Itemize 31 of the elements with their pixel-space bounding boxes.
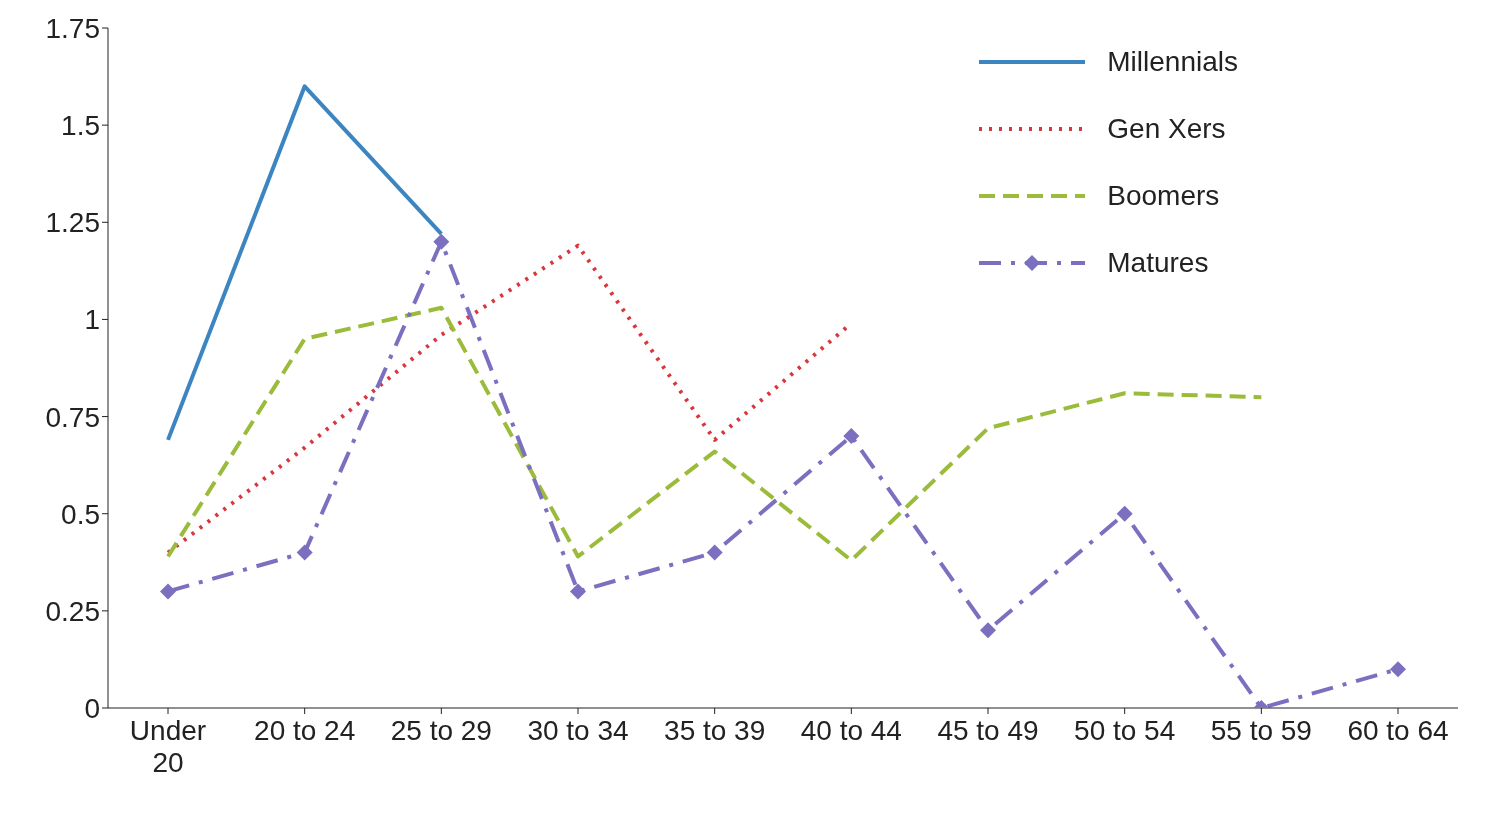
- x-tick-label: 20 to 24: [254, 715, 356, 746]
- x-tick-label: 50 to 54: [1074, 715, 1176, 746]
- x-tick-label: 25 to 29: [390, 715, 492, 746]
- y-tick-label: 0.75: [45, 401, 100, 433]
- point: [980, 622, 996, 639]
- x-tick-label: 35 to 39: [664, 715, 766, 746]
- x-tick-label: 60 to 64: [1347, 715, 1449, 746]
- point: [160, 583, 176, 600]
- point: [1116, 505, 1133, 522]
- y-tick-label: 0.5: [61, 498, 100, 530]
- legend-label: Millennials: [1107, 45, 1238, 78]
- legend-label: Matures: [1107, 246, 1209, 279]
- y-tick-label: 1.25: [45, 207, 100, 239]
- point: [1390, 661, 1406, 678]
- x-tick-label: 55 to 59: [1210, 715, 1312, 746]
- x-tick-label: Under 20: [129, 715, 207, 778]
- y-tick-label: 0.25: [45, 595, 100, 627]
- x-tick-label: 40 to 44: [800, 715, 902, 746]
- point: [296, 544, 313, 561]
- y-tick-label: 1: [84, 304, 100, 336]
- legend-label: Boomers: [1107, 179, 1220, 212]
- point: [433, 233, 450, 250]
- legend-label: Gen Xers: [1107, 112, 1226, 145]
- y-tick-label: 0: [84, 692, 100, 724]
- x-tick-label: 45 to 49: [937, 715, 1039, 746]
- x-tick-label: 30 to 34: [527, 715, 629, 746]
- point: [843, 428, 860, 444]
- point: [570, 583, 586, 600]
- y-tick-label: 1.5: [61, 110, 100, 142]
- point: [706, 544, 723, 561]
- y-tick-label: 1.75: [45, 12, 100, 44]
